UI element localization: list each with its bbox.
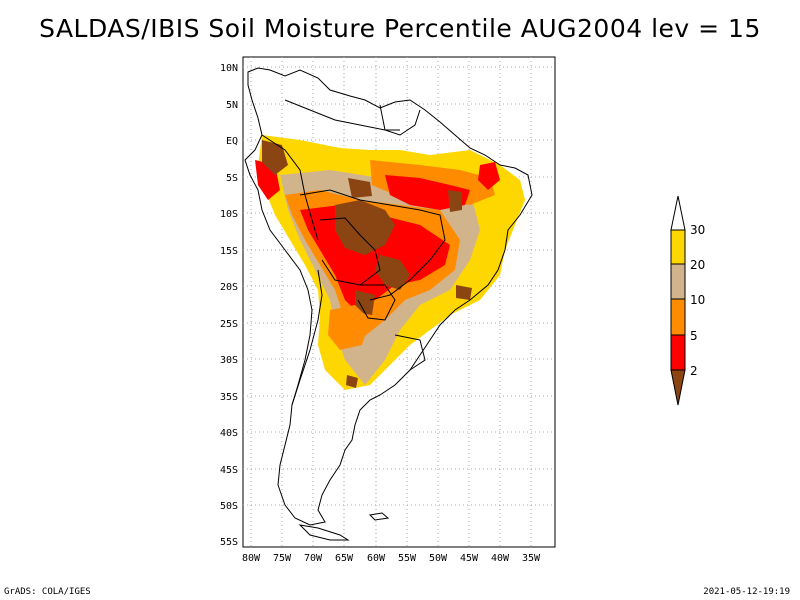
venezuela-border bbox=[284, 99, 400, 131]
paraguay-border bbox=[357, 284, 396, 321]
lat-tick: 20S bbox=[220, 282, 238, 293]
percentile-shading bbox=[255, 135, 525, 390]
lat-tick: 40S bbox=[220, 428, 238, 439]
lat-tick: 25S bbox=[220, 319, 238, 330]
lon-tick: 80W bbox=[242, 553, 261, 564]
lat-tick: 45S bbox=[220, 465, 238, 476]
colorbar-label: 10 bbox=[690, 293, 705, 307]
lat-tick: 10S bbox=[220, 209, 238, 220]
footer-timestamp: 2021-05-12-19:19 bbox=[703, 587, 790, 597]
shade-lt2-b bbox=[375, 255, 410, 290]
lon-tick: 65W bbox=[335, 553, 354, 564]
shade-2-5-c bbox=[478, 162, 500, 190]
lat-tick: 50S bbox=[220, 501, 238, 512]
shade-lt2-c bbox=[262, 140, 288, 175]
shade-lt2-g bbox=[456, 285, 472, 300]
shade-lt2-a bbox=[335, 200, 395, 255]
lat-tick: 15S bbox=[220, 246, 238, 257]
coastlines bbox=[244, 67, 533, 541]
andes-border bbox=[291, 269, 323, 406]
shade-5-10-c bbox=[328, 305, 370, 350]
lon-tick: 45W bbox=[460, 553, 479, 564]
colorbar-2-5 bbox=[670, 334, 686, 371]
shade-lt2-d bbox=[348, 178, 372, 198]
colorbar-label: 2 bbox=[690, 364, 698, 378]
peru-border bbox=[261, 134, 319, 241]
lat-tick: 35S bbox=[220, 392, 238, 403]
brazil-border bbox=[299, 189, 446, 301]
lon-tick: 75W bbox=[273, 553, 292, 564]
colorbar-5-10 bbox=[670, 298, 686, 336]
colorbar-labels: 30 20 10 5 2 bbox=[690, 223, 705, 378]
lon-tick: 70W bbox=[304, 553, 323, 564]
lat-tick: 5N bbox=[226, 100, 238, 111]
south-america-coastline bbox=[244, 67, 533, 526]
colorbar bbox=[670, 195, 686, 406]
uruguay-border bbox=[394, 334, 426, 371]
tierra-del-fuego bbox=[298, 524, 350, 541]
shade-lt2-e bbox=[448, 190, 462, 212]
shade-lt2-h bbox=[346, 375, 358, 388]
lat-tick: EQ bbox=[226, 136, 238, 147]
lat-tick: 10N bbox=[220, 63, 238, 74]
lon-tick: 60W bbox=[367, 553, 386, 564]
lon-tick-labels: 80W 75W 70W 65W 60W 55W 50W 45W 40W 35W bbox=[242, 553, 541, 564]
colorbar-gt30 bbox=[670, 195, 686, 231]
map-title: SALDAS/IBIS Soil Moisture Percentile AUG… bbox=[39, 14, 761, 43]
lon-tick: 50W bbox=[429, 553, 448, 564]
lat-tick-labels: 10N 5N EQ 5S 10S 15S 20S 25S 30S 35S 40S… bbox=[220, 63, 238, 548]
shade-lt2-f bbox=[355, 290, 375, 315]
lon-tick: 40W bbox=[491, 553, 510, 564]
falklands bbox=[368, 512, 390, 521]
lon-tick: 35W bbox=[522, 553, 541, 564]
colorbar-20-30 bbox=[670, 229, 686, 265]
plot-frame bbox=[242, 56, 556, 548]
colorbar-label: 5 bbox=[690, 329, 698, 343]
bolivia-border bbox=[319, 217, 381, 286]
colorbar-10-20 bbox=[670, 263, 686, 300]
colorbar-label: 20 bbox=[690, 258, 705, 272]
guyana-border bbox=[379, 104, 421, 136]
shade-2-5-b bbox=[385, 175, 470, 210]
lat-tick: 55S bbox=[220, 537, 238, 548]
lon-tick: 55W bbox=[398, 553, 417, 564]
lat-tick: 30S bbox=[220, 355, 238, 366]
lat-tick: 5S bbox=[226, 173, 238, 184]
footer-credit: GrADS: COLA/IGES bbox=[4, 587, 91, 597]
colorbar-label: 30 bbox=[690, 223, 705, 237]
colorbar-lt2 bbox=[670, 369, 686, 406]
